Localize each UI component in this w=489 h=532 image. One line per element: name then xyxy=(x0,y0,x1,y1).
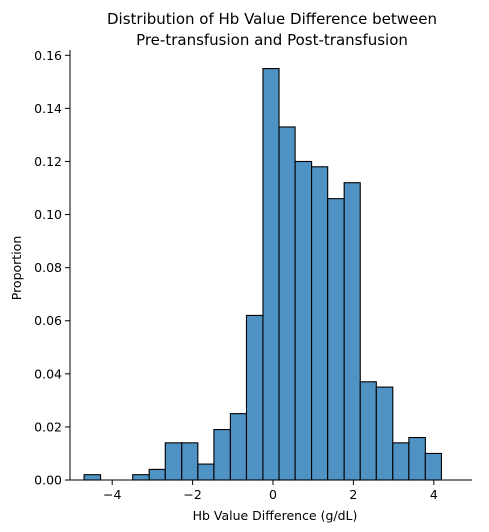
histogram-bar xyxy=(181,442,199,481)
y-axis-label: Proportion xyxy=(9,236,24,301)
histogram-bar xyxy=(359,381,377,481)
y-tick-label: 0.04 xyxy=(34,366,62,381)
histogram-bar xyxy=(343,182,361,481)
histogram-bar xyxy=(375,386,394,481)
histogram-bar xyxy=(229,413,248,481)
x-tick-label: −2 xyxy=(183,487,201,502)
histogram-bar xyxy=(245,314,264,481)
y-tick-label: 0.06 xyxy=(34,313,62,328)
y-tick-label: 0.08 xyxy=(34,260,62,275)
histogram-bar xyxy=(392,442,410,481)
y-tick-label: 0.10 xyxy=(34,207,62,222)
histogram-bar xyxy=(408,436,426,481)
histogram-bar xyxy=(424,452,442,481)
x-tick-label: 0 xyxy=(269,487,277,502)
y-tick-label: 0.12 xyxy=(34,154,62,169)
x-tick-label: 4 xyxy=(430,487,438,502)
x-axis-label: Hb Value Difference (g/dL) xyxy=(193,508,358,523)
histogram-bars xyxy=(83,68,442,481)
histogram-bar xyxy=(278,126,296,481)
histogram-bar xyxy=(197,463,215,481)
histogram-bar xyxy=(294,160,313,481)
histogram-bar xyxy=(213,429,231,481)
histogram-bar xyxy=(148,468,166,481)
y-axis-ticks: 0.00 0.02 0.04 0.06 0.08 0.10 0.12 0.14 0.16 xyxy=(34,48,70,488)
histogram-bar xyxy=(262,68,280,481)
y-tick-label: 0.00 xyxy=(34,473,62,488)
histogram-bar xyxy=(311,166,329,481)
x-axis-ticks: −4 −2 0 2 4 xyxy=(103,480,438,502)
histogram-bar xyxy=(83,474,102,481)
y-tick-label: 0.16 xyxy=(34,48,62,63)
x-tick-label: 2 xyxy=(349,487,357,502)
y-tick-label: 0.14 xyxy=(34,101,62,116)
y-tick-label: 0.02 xyxy=(34,419,62,434)
chart-title-line-1: Distribution of Hb Value Difference betw… xyxy=(107,10,437,28)
chart-title-line-2: Pre-transfusion and Post-transfusion xyxy=(136,31,408,49)
histogram-bar xyxy=(164,442,183,481)
histogram-bar xyxy=(132,474,150,481)
x-tick-label: −4 xyxy=(103,487,121,502)
histogram-bar xyxy=(327,198,345,481)
